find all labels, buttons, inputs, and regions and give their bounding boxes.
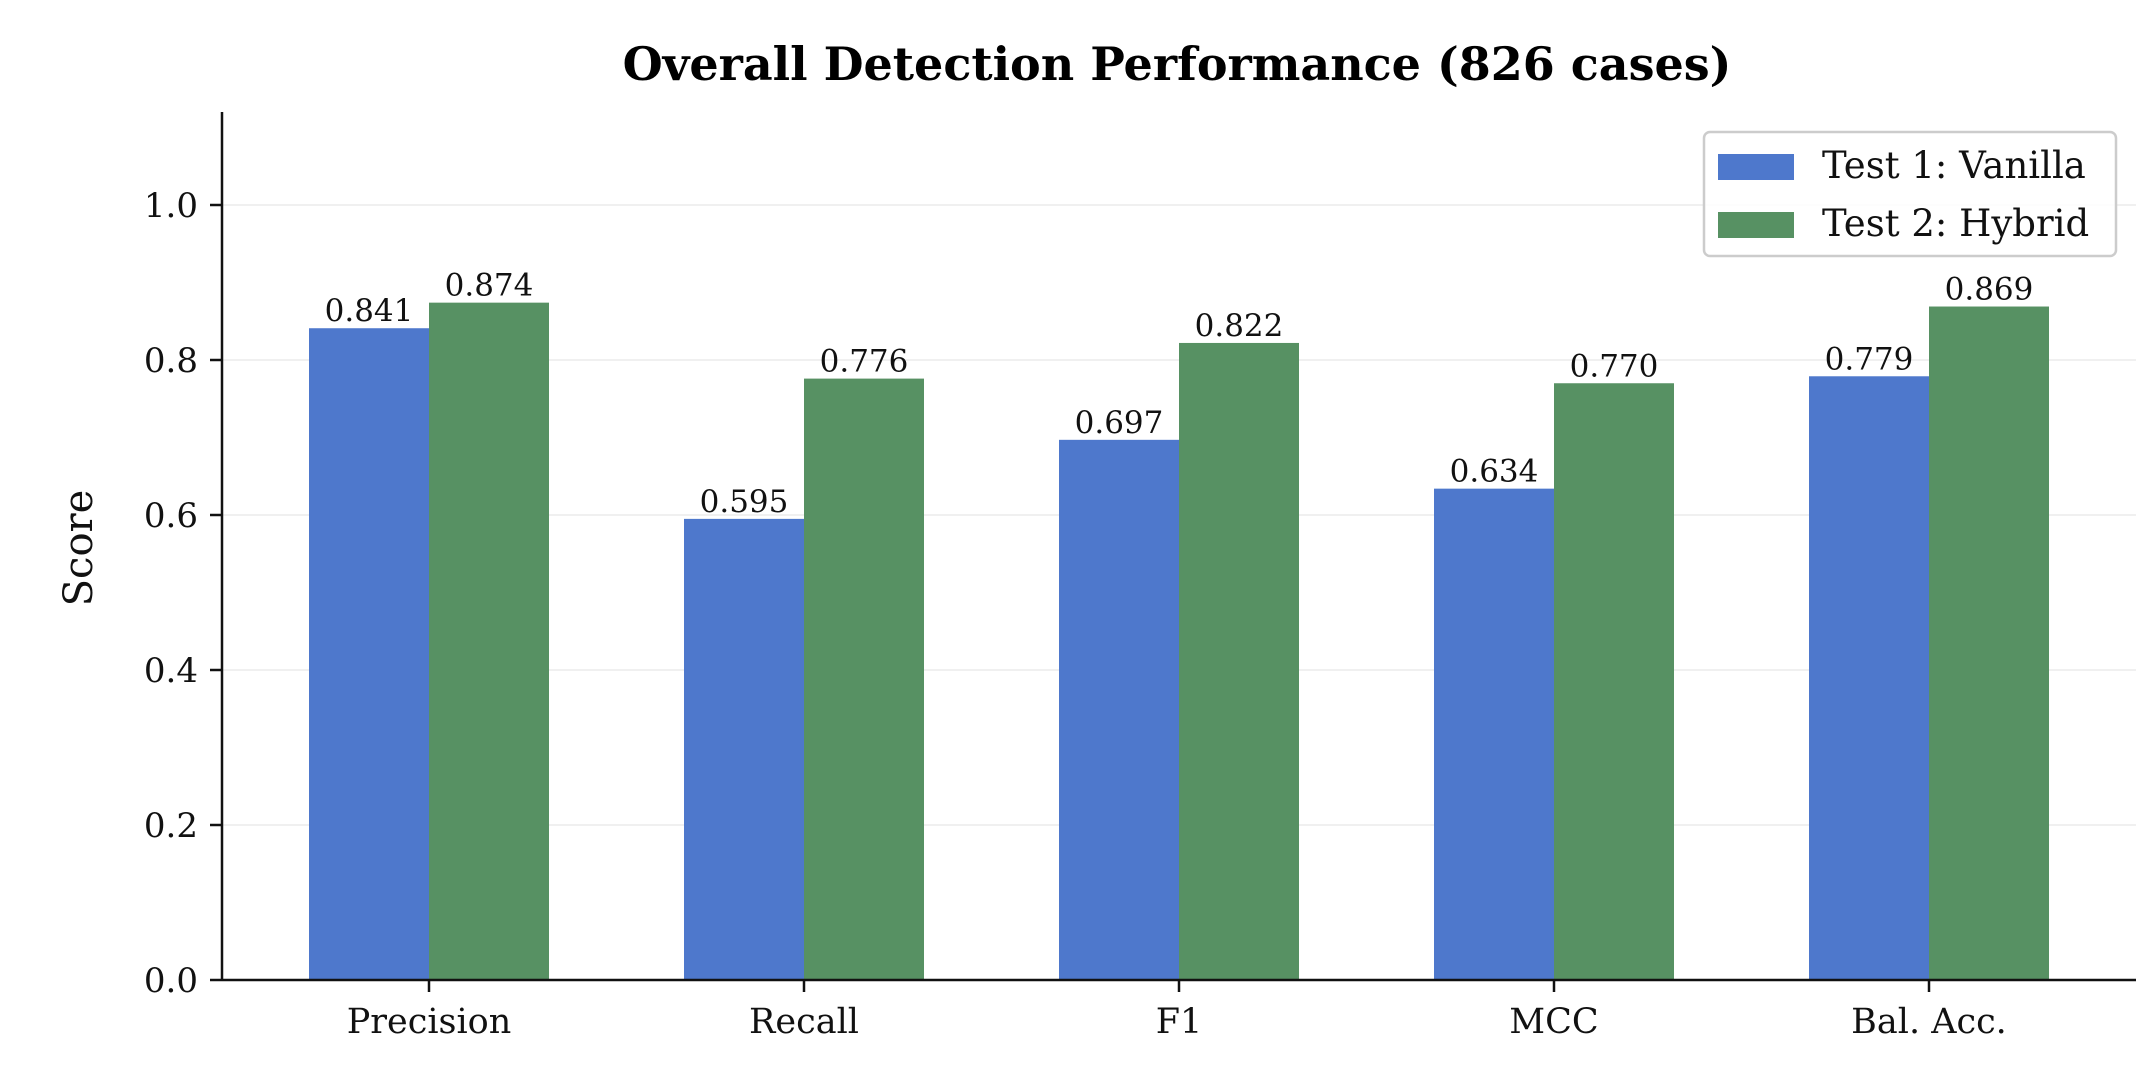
y-tick-label: 0.6	[144, 496, 198, 536]
legend-box	[1702, 130, 2118, 258]
y-tick-label: 0.0	[144, 961, 198, 1001]
axes: 0.0 0.2 0.4 0.6 0.8 1.0 Precision Recall F1 MCC Ba…	[144, 112, 2136, 1042]
bar	[1809, 376, 1929, 980]
bar-value-label: 0.776	[820, 344, 909, 380]
bar	[429, 302, 549, 980]
bar-value-label: 0.697	[1075, 405, 1164, 441]
value-labels: 0.841 0.874 0.595 0.776 0.697 0.822 0.634 0.770…	[325, 268, 2034, 520]
bar	[804, 378, 924, 981]
y-tick-label: 0.4	[144, 651, 198, 691]
bars	[309, 302, 2049, 981]
legend-label: Test 2: Hybrid	[1822, 202, 2089, 245]
legend: Test 1: Vanilla Test 2: Hybrid	[1702, 130, 2118, 258]
x-tick-label: F1	[1156, 1002, 1203, 1042]
bar-value-label: 0.822	[1195, 308, 1284, 344]
y-tick-label: 1.0	[144, 186, 198, 226]
bar	[1929, 306, 2049, 980]
x-tick-label: Recall	[749, 1002, 859, 1042]
legend-swatch	[1718, 154, 1794, 180]
bar	[1179, 342, 1299, 980]
x-tick-label: Precision	[347, 1002, 512, 1042]
chart-title: Overall Detection Performance (826 cases…	[623, 37, 1732, 91]
bar	[309, 328, 429, 981]
legend-swatch	[1718, 212, 1794, 238]
y-tick-label: 0.2	[144, 806, 198, 846]
y-axis-label: Score	[56, 490, 102, 607]
bar-value-label: 0.779	[1825, 341, 1914, 377]
bar	[1434, 488, 1554, 980]
bar	[684, 518, 804, 980]
bar-value-label: 0.634	[1450, 454, 1539, 490]
bar	[1059, 439, 1179, 980]
bar	[1554, 383, 1674, 980]
bar-value-label: 0.869	[1945, 272, 2034, 308]
y-tick-label: 0.8	[144, 341, 198, 381]
bar-value-label: 0.595	[700, 484, 789, 520]
x-tick-label: MCC	[1509, 1002, 1598, 1042]
x-tick-label: Bal. Acc.	[1851, 1002, 2007, 1042]
bar-value-label: 0.770	[1570, 348, 1659, 384]
bar-value-label: 0.874	[445, 268, 534, 304]
legend-label: Test 1: Vanilla	[1822, 144, 2086, 187]
bar-value-label: 0.841	[325, 293, 414, 329]
